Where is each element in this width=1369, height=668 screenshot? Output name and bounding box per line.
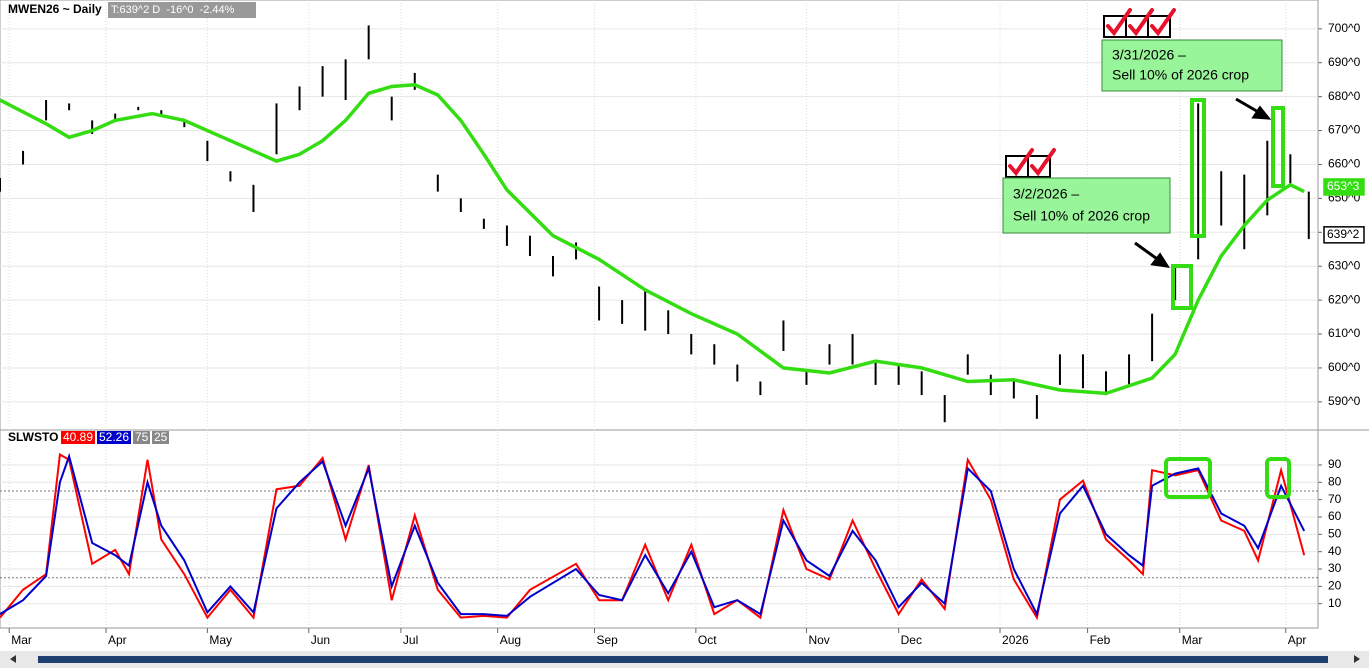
x-tick-label: Nov: [808, 633, 829, 647]
legend-box: [61, 431, 95, 444]
highlight-box: [1171, 264, 1193, 310]
y-tick-label: 60: [1328, 509, 1342, 523]
y-tick-label: 690^0: [1328, 55, 1361, 69]
x-tick-label: May: [209, 633, 232, 647]
highlight-box: [1271, 106, 1285, 188]
check-mark: [1150, 8, 1176, 37]
indicator-title: SLWSTO: [8, 430, 58, 444]
check-mark: [1030, 148, 1056, 177]
x-tick-label: 2026: [1002, 633, 1029, 647]
legend: 40.89 52.26 75 25: [61, 430, 169, 444]
chart-title: MWEN26 ~ Daily: [8, 2, 102, 16]
legend-value: 25: [154, 430, 168, 444]
moving-average: [0, 83, 1305, 396]
check-mark: [1008, 148, 1034, 177]
plot-frame: [0, 0, 1319, 629]
y-tick-label: 630^0: [1328, 258, 1361, 272]
price-tag: [1323, 226, 1365, 244]
legend-value: 75: [135, 430, 149, 444]
legend-box: [133, 431, 150, 444]
price-tag-label: 639^2: [1327, 227, 1360, 241]
annotation-box: [1002, 177, 1171, 234]
legend-value: 40.89: [63, 430, 93, 444]
legend-box: [152, 431, 169, 444]
info-text: T:639^2 D -16^0 -2.44%: [111, 4, 235, 16]
arrow-head: [1150, 252, 1171, 268]
x-tick-label: Sep: [596, 633, 618, 647]
y-tick-label: 40: [1328, 544, 1342, 558]
x-tick-label: Mar: [1182, 633, 1203, 647]
highlight-box: [1164, 457, 1212, 499]
price-tag: [1323, 178, 1365, 196]
y-tick-label: 620^0: [1328, 292, 1361, 306]
y-tick-label: 610^0: [1328, 326, 1361, 340]
y-tick-label: 600^0: [1328, 360, 1361, 374]
scroll-thumb[interactable]: [38, 656, 1328, 663]
annotation: 3/2/2026 – Sell 10% of 2026 crop: [1002, 177, 1171, 234]
annotation-box: [1101, 39, 1283, 92]
x-tick-label: Dec: [901, 633, 922, 647]
y-tick-label: 10: [1328, 596, 1342, 610]
y-tick-label: 680^0: [1328, 89, 1361, 103]
annotation-text: Sell 10% of 2026 crop: [1013, 208, 1150, 224]
arrow-head: [1251, 105, 1272, 120]
x-tick-label: Oct: [698, 633, 717, 647]
arrows: [1134, 97, 1272, 268]
x-tick-label: Apr: [108, 633, 127, 647]
annotation-text: Sell 10% of 2026 crop: [1112, 67, 1249, 83]
y-tick-label: 50: [1328, 527, 1342, 541]
annotation: 3/31/2026 – Sell 10% of 2026 crop: [1101, 39, 1283, 92]
check-mark: [1128, 8, 1154, 37]
y-tick-label: 700^0: [1328, 21, 1361, 35]
highlights: [1164, 98, 1291, 499]
x-tick-label: Aug: [500, 633, 521, 647]
legend-value: 52.26: [99, 430, 129, 444]
y-tick-label: 20: [1328, 579, 1342, 593]
check-icons: [1005, 8, 1176, 178]
stochastic-line: [0, 452, 1306, 618]
check-mark: [1106, 8, 1132, 37]
x-tick-label: Jul: [403, 633, 418, 647]
x-tick-label: Apr: [1288, 633, 1307, 647]
info-box: [108, 2, 256, 18]
x-tick-label: Feb: [1090, 633, 1111, 647]
y-tick-label: 590^0: [1328, 394, 1361, 408]
y-tick-label: 90: [1328, 457, 1342, 471]
annotation-text: 3/31/2026 –: [1112, 47, 1186, 63]
price-tag-label: 653^3: [1327, 179, 1360, 193]
y-tick-label: 660^0: [1328, 157, 1361, 171]
highlight-box: [1190, 98, 1206, 238]
y-tick-label: 70: [1328, 492, 1342, 506]
legend-box: [97, 431, 131, 444]
x-tick-label: Mar: [11, 633, 32, 647]
x-tick-label: Jun: [311, 633, 330, 647]
highlight-box: [1265, 457, 1291, 499]
y-tick-label: 30: [1328, 561, 1342, 575]
marks: 653^3 639^2: [0, 25, 1365, 621]
y-tick-label: 80: [1328, 474, 1342, 488]
y-tick-label: 670^0: [1328, 123, 1361, 137]
annotation-text: 3/2/2026 –: [1013, 186, 1079, 202]
arrow: [1235, 97, 1261, 115]
